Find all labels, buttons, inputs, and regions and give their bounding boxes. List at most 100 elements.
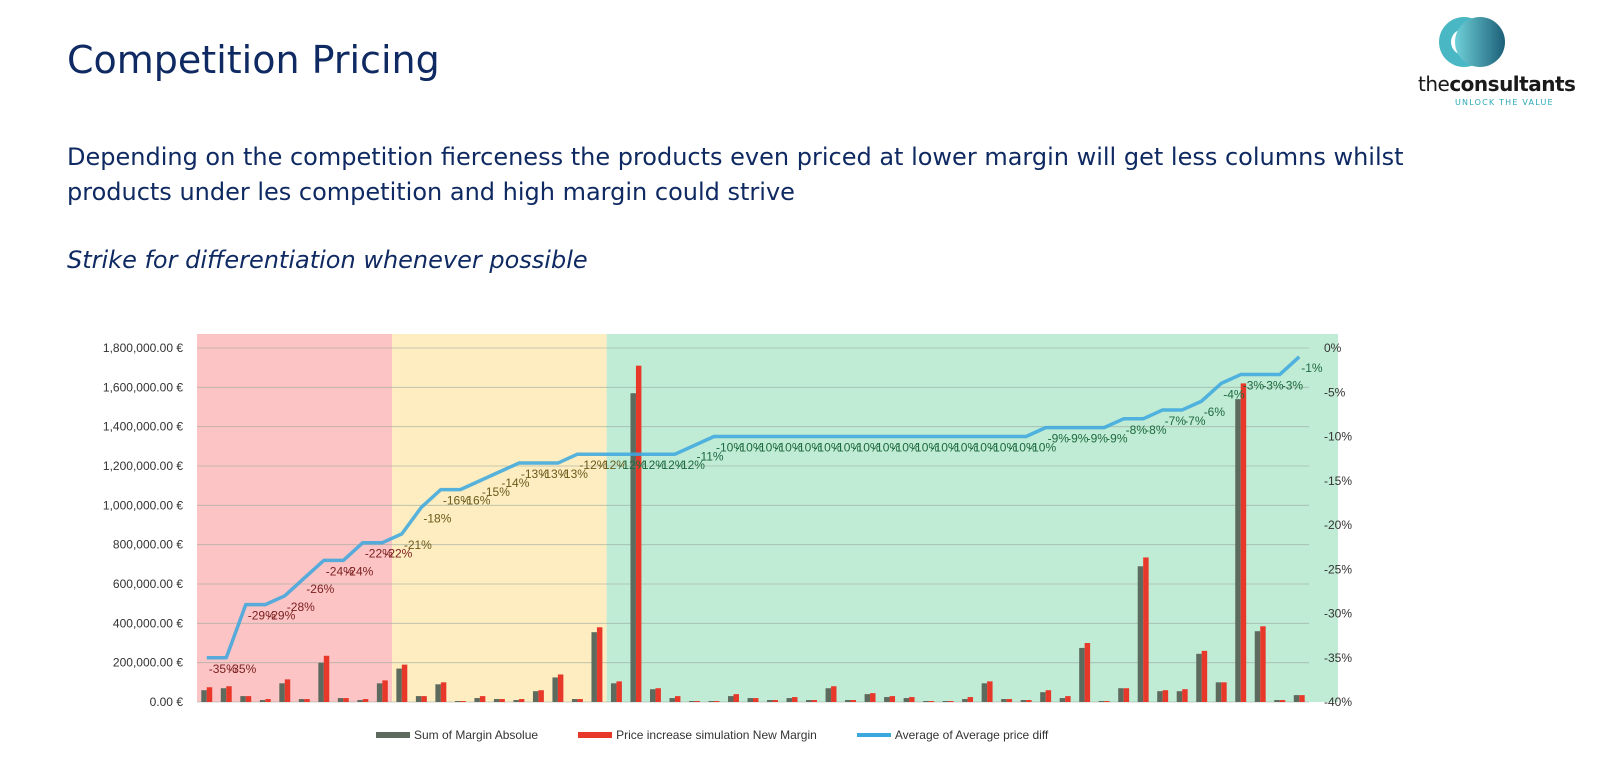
data-label: -6% — [1204, 405, 1226, 419]
data-label: -10% — [950, 441, 978, 455]
data-label: -3% — [1282, 379, 1304, 393]
bar-margin — [552, 677, 558, 702]
data-label: -13% — [540, 467, 568, 481]
bar-margin — [1176, 691, 1183, 702]
bar-new-margin — [870, 693, 876, 702]
y-right-tick-label: -25% — [1324, 562, 1352, 576]
bar-new-margin — [577, 699, 583, 702]
bar-new-margin — [1143, 557, 1149, 702]
bar-margin — [669, 698, 675, 702]
data-label: -12% — [677, 458, 705, 472]
data-label: -35% — [228, 662, 256, 676]
data-label: -16% — [462, 494, 490, 508]
data-label: -12% — [618, 458, 646, 472]
bar-margin — [845, 700, 851, 702]
bar-new-margin — [1084, 643, 1091, 702]
bar-new-margin — [479, 696, 486, 702]
bar-new-margin — [850, 700, 857, 702]
bar-new-margin — [265, 699, 271, 702]
data-label: -16% — [443, 494, 471, 508]
bar-new-margin — [948, 701, 954, 702]
bar-margin — [884, 697, 890, 702]
bar-margin — [415, 696, 422, 702]
zone-green — [606, 334, 1338, 702]
data-label: -14% — [501, 476, 529, 490]
bar-margin — [318, 662, 324, 702]
bar-margin — [1079, 647, 1085, 702]
bar-margin — [240, 696, 246, 702]
data-label: -12% — [599, 458, 627, 472]
line-avg-price-diff — [206, 355, 1301, 660]
legend-label-price-diff: Average of Average price diff — [894, 728, 1049, 742]
y-right-tick-label: -5% — [1324, 385, 1346, 399]
bar-new-margin — [694, 701, 700, 702]
logo-tagline: UNLOCK THE VALUE — [1455, 98, 1554, 107]
bar-new-margin — [616, 681, 622, 702]
data-label: -10% — [716, 441, 744, 455]
bar-margin — [571, 699, 578, 702]
bar-margin — [708, 701, 714, 702]
y-left-tick-label: 800,000.00 € — [113, 538, 183, 552]
data-label: -10% — [1009, 441, 1037, 455]
bar-new-margin — [1279, 700, 1286, 702]
data-label: -10% — [989, 441, 1017, 455]
bar-margin — [220, 688, 227, 702]
data-label: -13% — [521, 467, 549, 481]
legend-item-price-diff: Average of Average price diff — [856, 728, 1049, 742]
bar-margin — [1157, 691, 1163, 702]
bar-margin — [1196, 653, 1202, 702]
bar-margin — [1098, 701, 1105, 702]
data-label: -10% — [892, 441, 920, 455]
data-label: -3% — [1262, 379, 1284, 393]
bar-margin — [1118, 688, 1124, 702]
bar-new-margin — [382, 680, 388, 702]
bar-margin — [767, 700, 773, 702]
zone-red — [197, 334, 393, 702]
bar-margin — [1001, 699, 1007, 702]
logo-wordmark-light: the — [1418, 72, 1450, 96]
bar-new-margin — [1006, 699, 1013, 702]
bar-margin — [747, 698, 753, 702]
data-label: -10% — [755, 441, 783, 455]
y-left-tick-label: 1,000,000.00 € — [103, 498, 183, 512]
bar-new-margin — [792, 697, 798, 702]
data-label: -11% — [696, 449, 723, 463]
data-label: -24% — [345, 564, 373, 578]
bar-margin — [1235, 399, 1241, 702]
data-label: -12% — [638, 458, 666, 472]
bar-new-margin — [596, 627, 603, 702]
zone-yellow — [392, 334, 607, 702]
data-label: -10% — [931, 441, 959, 455]
bar-new-margin — [343, 698, 349, 702]
slide-title: Competition Pricing — [67, 38, 440, 82]
chart-legend: Sum of Margin Absolue Price increase sim… — [376, 728, 1048, 742]
data-label: -24% — [326, 564, 354, 578]
y-left-tick-label: 1,600,000.00 € — [103, 380, 183, 394]
y-right-tick-label: 0% — [1324, 341, 1342, 355]
data-label: -9% — [1087, 432, 1109, 446]
bar-margin — [435, 684, 441, 702]
bar-margin — [474, 698, 480, 702]
bar-new-margin — [772, 700, 778, 702]
bar-margin — [298, 699, 305, 702]
bar-margin — [923, 701, 929, 702]
y-right-tick-label: -20% — [1324, 518, 1352, 532]
data-label: -3% — [1243, 379, 1265, 393]
bar-margin — [376, 683, 383, 702]
y-left-tick-label: 0.00 € — [150, 695, 184, 709]
y-right-tick-label: -40% — [1324, 695, 1352, 709]
bar-margin — [962, 699, 968, 702]
bar-margin — [1020, 700, 1027, 702]
data-label: -7% — [1165, 414, 1187, 428]
data-label: -10% — [794, 441, 822, 455]
data-label: -26% — [306, 582, 334, 596]
bar-new-margin — [1182, 689, 1188, 702]
bar-margin — [493, 699, 500, 702]
bar-margin — [903, 698, 910, 702]
data-label: -8% — [1145, 423, 1167, 437]
bar-new-margin — [713, 701, 720, 702]
bar-margin — [279, 683, 285, 702]
bar-new-margin — [499, 699, 505, 702]
logo-wordmark-bold: consultants — [1449, 72, 1576, 96]
